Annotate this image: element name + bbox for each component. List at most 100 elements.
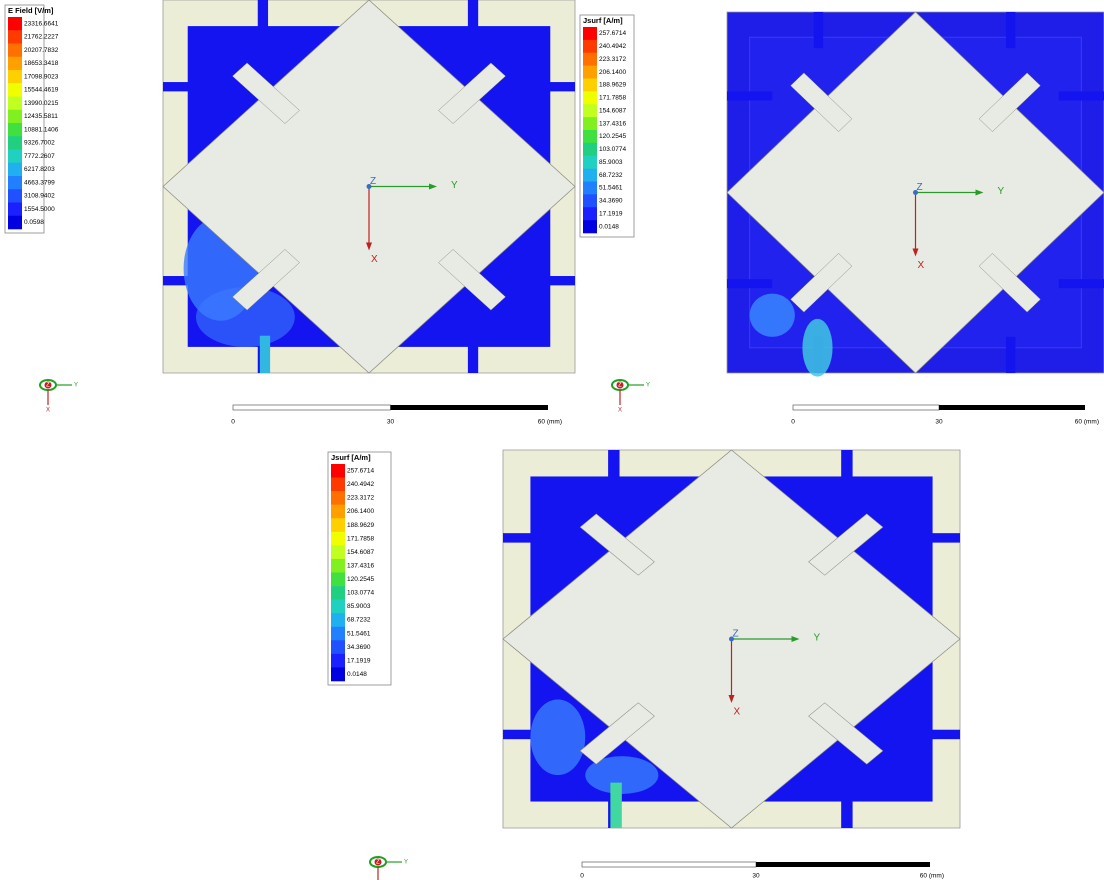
feed-stub	[905, 533, 960, 542]
scale-bar-dark	[756, 862, 930, 867]
legend-value: 120.2545	[347, 576, 374, 583]
legend-value: 103.0774	[599, 146, 626, 153]
feed-stub	[1006, 12, 1015, 48]
triad-z: Z	[618, 383, 622, 389]
axis-z-label: Z	[917, 182, 923, 193]
legend-value: 68.7232	[347, 617, 371, 624]
legend-value: 20207.7832	[24, 47, 59, 54]
legend-swatch	[331, 640, 345, 654]
scale-label: 30	[935, 419, 943, 426]
legend-value: 257.6714	[347, 468, 374, 475]
legend-value: 18653.3418	[24, 60, 59, 67]
scale-label: 60 (mm)	[920, 873, 944, 880]
legend-value: 223.3172	[347, 495, 374, 502]
hotspot	[750, 294, 795, 337]
legend-value: 13990.0215	[24, 100, 59, 107]
legend-swatch	[583, 117, 597, 130]
legend-value: 34.3690	[599, 198, 623, 205]
legend-value: 103.0774	[347, 590, 374, 597]
legend-value: 0.0598	[24, 219, 44, 226]
legend-swatch	[8, 189, 22, 203]
scale-label: 60 (mm)	[538, 419, 562, 426]
scale-bar-light	[233, 405, 391, 410]
legend-value: 0.0148	[347, 671, 367, 678]
legend-value: 257.6714	[599, 30, 626, 37]
legend-swatch	[8, 57, 22, 71]
legend-swatch	[583, 130, 597, 143]
legend-value: 1554.5000	[24, 206, 55, 213]
legend-value: 3108.9402	[24, 193, 55, 200]
feed-stub	[526, 276, 575, 285]
axis-y-label: Y	[814, 633, 821, 644]
legend-value: 21762.2227	[24, 34, 59, 41]
legend-swatch	[8, 44, 22, 58]
scale-label: 0	[580, 873, 584, 880]
legend-swatch	[583, 207, 597, 220]
legend-swatch	[583, 169, 597, 182]
page: Field plots body { margin: 0; background…	[0, 0, 1104, 880]
legend-swatch	[583, 79, 597, 92]
legend-swatch	[8, 163, 22, 177]
legend-value: 51.5461	[599, 185, 623, 192]
legend-swatch	[583, 27, 597, 40]
legend-swatch	[331, 545, 345, 559]
feed-stub	[841, 450, 852, 488]
legend-swatch	[583, 143, 597, 156]
legend-swatch	[8, 110, 22, 124]
legend-value: 68.7232	[599, 172, 623, 179]
legend-swatch	[583, 66, 597, 79]
scale-bar-light	[582, 862, 756, 867]
axis-x-label: X	[371, 254, 378, 265]
legend-swatch	[8, 176, 22, 190]
legend-swatch	[8, 17, 22, 31]
legend-value: 85.9003	[347, 603, 371, 610]
scale-bar-dark	[939, 405, 1085, 410]
triad-y: Y	[646, 383, 650, 389]
axis-x-label: X	[918, 260, 925, 271]
legend-swatch	[331, 586, 345, 600]
axis-z-label: Z	[733, 629, 739, 640]
legend-value: 206.1400	[347, 508, 374, 515]
legend-value: 206.1400	[599, 69, 626, 76]
feed-stub	[163, 82, 212, 91]
legend-swatch	[331, 532, 345, 546]
feed-stub	[503, 533, 558, 542]
legend-swatch	[8, 30, 22, 44]
legend-swatch	[8, 216, 22, 230]
legend-swatch	[583, 40, 597, 53]
feed-stub	[727, 91, 772, 100]
legend-value: 17.1919	[599, 210, 623, 217]
legend-swatch	[8, 70, 22, 84]
feed-stub	[841, 790, 852, 828]
scale-label: 0	[791, 419, 795, 426]
legend-value: 4663.3799	[24, 179, 55, 186]
legend-swatch	[331, 654, 345, 668]
hotspot	[530, 699, 585, 775]
feed-stub	[608, 450, 619, 488]
legend-value: 154.6087	[599, 107, 626, 114]
legend-swatch	[331, 667, 345, 681]
triad-x: X	[618, 408, 622, 414]
triad-z: Z	[376, 860, 380, 866]
legend-value: 23316.6641	[24, 20, 59, 27]
legend-swatch	[583, 220, 597, 233]
legend-swatch	[583, 156, 597, 169]
legend-swatch	[8, 83, 22, 97]
legend-swatch	[8, 97, 22, 111]
legend-swatch	[331, 600, 345, 614]
triad-z: Z	[46, 383, 50, 389]
legend-value: 10881.1406	[24, 126, 59, 133]
legend-swatch	[331, 613, 345, 627]
scale-label: 30	[752, 873, 760, 880]
legend-value: 34.3690	[347, 644, 371, 651]
hotspot	[260, 336, 270, 373]
scene: E Field [V/m]23316.664121762.222720207.7…	[0, 0, 1104, 880]
triad-y: Y	[404, 860, 408, 866]
legend-swatch	[331, 518, 345, 532]
legend-swatch	[331, 559, 345, 573]
scale-label: 60 (mm)	[1075, 419, 1099, 426]
legend-title: Jsurf [A/m]	[583, 16, 623, 25]
feed-stub	[727, 279, 772, 288]
feed-stub	[1059, 91, 1104, 100]
legend-value: 17.1919	[347, 657, 371, 664]
